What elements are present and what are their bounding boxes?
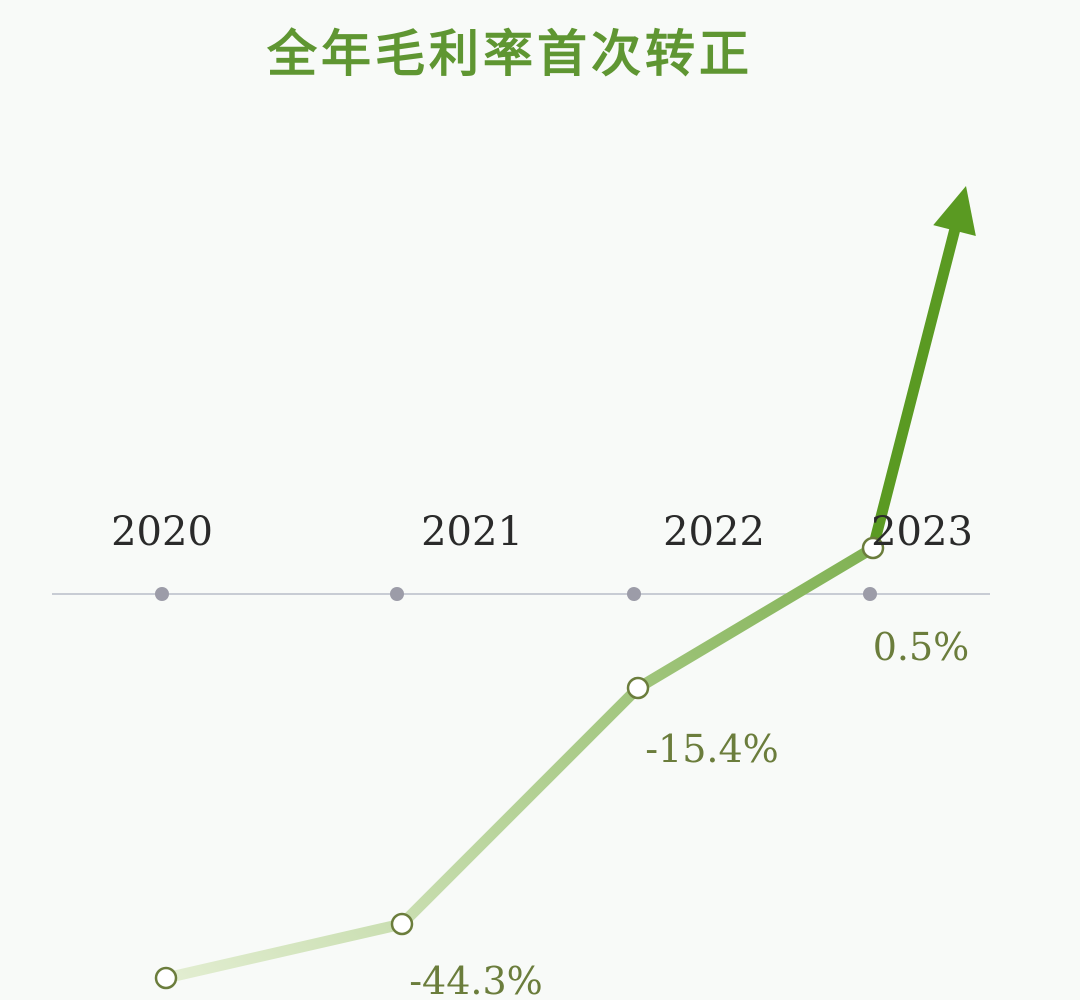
data-point-2023: [861, 536, 885, 560]
data-point-2021: [390, 912, 414, 936]
data-label-2022: -15.4%: [645, 727, 779, 771]
chart-title: 全年毛利率首次转正: [267, 25, 753, 83]
axis-tick-dot-2020: [155, 587, 169, 601]
trend-arrow-head: [933, 186, 976, 237]
axis-tick-dot-2021: [390, 587, 404, 601]
data-label-2023: 0.5%: [873, 625, 970, 669]
data-point-2022: [626, 676, 650, 700]
trend-segment-2: [396, 682, 644, 930]
x-tick-label-2023: 2023: [871, 509, 973, 555]
data-label-2021: -44.3%: [409, 959, 543, 1000]
x-tick-label-2022: 2022: [663, 509, 765, 555]
axis-tick-dot-2023: [863, 587, 877, 601]
trend-arrow-shaft: [867, 221, 962, 554]
axis-tick-dot-2022: [627, 587, 641, 601]
x-tick-label-2020: 2020: [111, 509, 213, 555]
trend-segment-3: [632, 542, 879, 694]
data-point-2020: [154, 966, 178, 990]
trend-segment-1: [160, 918, 408, 984]
x-tick-label-2021: 2021: [421, 509, 523, 555]
